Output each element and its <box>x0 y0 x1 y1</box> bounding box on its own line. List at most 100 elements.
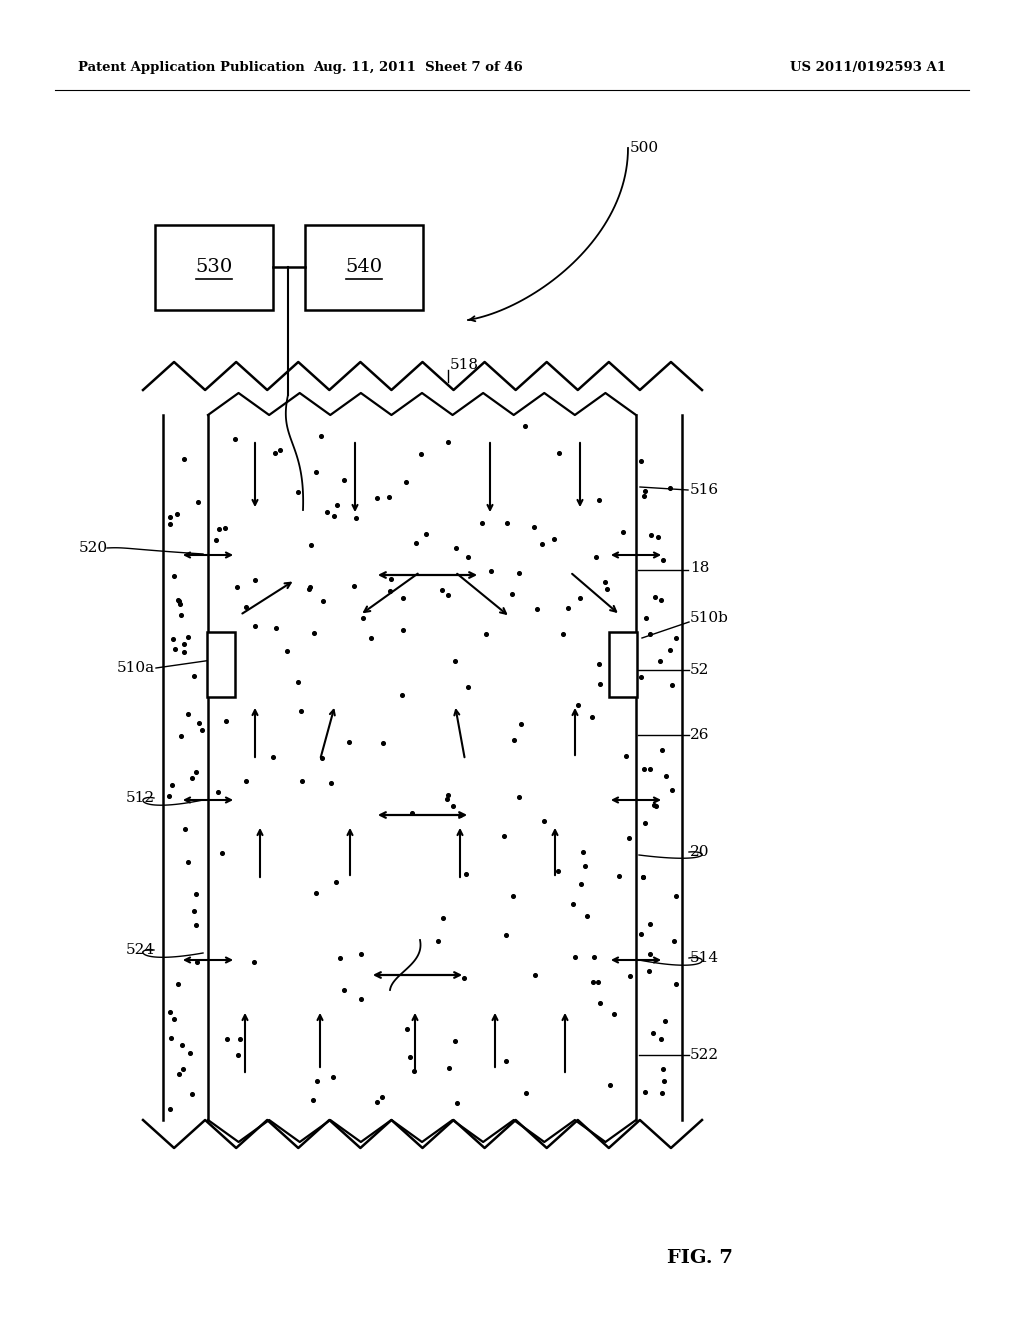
Point <box>219 1028 236 1049</box>
Point <box>369 487 385 508</box>
Point <box>399 1018 416 1039</box>
Point <box>567 946 584 968</box>
Point <box>434 579 451 601</box>
Point <box>446 651 463 672</box>
Bar <box>609 632 637 697</box>
Point <box>319 502 336 523</box>
Point <box>606 1003 623 1024</box>
Point <box>645 1022 662 1043</box>
Point <box>653 739 670 760</box>
Point <box>578 855 594 876</box>
Point <box>210 781 226 803</box>
Text: 530: 530 <box>196 257 232 276</box>
Point <box>353 944 370 965</box>
Text: 518: 518 <box>450 358 479 372</box>
Point <box>183 1084 200 1105</box>
Point <box>574 842 591 863</box>
Point <box>216 517 232 539</box>
Point <box>662 478 678 499</box>
Point <box>592 993 608 1014</box>
Point <box>621 828 637 849</box>
Point <box>473 512 489 533</box>
Point <box>164 775 180 796</box>
Point <box>308 1071 325 1092</box>
Point <box>362 627 379 648</box>
Point <box>518 1082 535 1104</box>
Point <box>592 673 608 694</box>
Point <box>211 517 227 539</box>
Point <box>189 950 206 972</box>
Point <box>635 866 651 887</box>
Point <box>591 653 607 675</box>
Point <box>668 886 684 907</box>
Point <box>447 537 464 558</box>
Point <box>586 946 602 968</box>
Point <box>663 639 679 660</box>
Point <box>642 944 658 965</box>
Point <box>247 615 263 636</box>
Bar <box>305 224 423 310</box>
Point <box>313 425 330 446</box>
Point <box>313 748 330 770</box>
Point <box>408 532 424 553</box>
Point <box>268 618 285 639</box>
Point <box>279 640 295 661</box>
Point <box>617 746 634 767</box>
Point <box>458 863 474 884</box>
Point <box>599 578 615 599</box>
Point <box>637 480 653 502</box>
Text: 524: 524 <box>126 942 155 957</box>
Point <box>165 628 181 649</box>
Point <box>641 913 657 935</box>
Point <box>169 503 185 524</box>
Point <box>429 931 445 952</box>
Point <box>190 491 207 512</box>
Point <box>498 1051 514 1072</box>
Point <box>439 432 456 453</box>
Point <box>645 795 662 816</box>
Text: 52: 52 <box>690 663 710 677</box>
Point <box>186 665 203 686</box>
Point <box>166 566 182 587</box>
Point <box>637 1081 653 1102</box>
Point <box>572 874 589 895</box>
Point <box>588 546 604 568</box>
Point <box>590 972 606 993</box>
Point <box>264 746 281 767</box>
Point <box>637 813 653 834</box>
Text: 510a: 510a <box>117 661 155 675</box>
Text: FIG. 7: FIG. 7 <box>667 1249 733 1267</box>
Point <box>336 979 352 1001</box>
Point <box>190 713 207 734</box>
Point <box>655 1059 672 1080</box>
Point <box>656 1071 673 1092</box>
Point <box>650 527 667 548</box>
Point <box>633 924 649 945</box>
Point <box>239 597 255 618</box>
Point <box>623 966 639 987</box>
Point <box>658 766 675 787</box>
Point <box>346 576 362 597</box>
Point <box>174 1034 190 1055</box>
Point <box>162 513 178 535</box>
Point <box>444 795 461 816</box>
Point <box>238 771 254 792</box>
Point <box>572 587 589 609</box>
Point <box>512 713 528 734</box>
Point <box>383 568 399 589</box>
Point <box>668 628 684 649</box>
Point <box>314 590 331 611</box>
Point <box>229 1044 246 1065</box>
Bar <box>155 224 273 310</box>
Point <box>527 965 544 986</box>
Text: 510b: 510b <box>690 611 729 624</box>
Point <box>271 440 288 461</box>
Point <box>647 587 664 609</box>
Point <box>246 952 262 973</box>
Point <box>369 1092 385 1113</box>
Point <box>449 1093 465 1114</box>
Point <box>228 577 245 598</box>
Point <box>300 578 316 599</box>
Point <box>323 772 339 793</box>
Point <box>303 535 319 556</box>
